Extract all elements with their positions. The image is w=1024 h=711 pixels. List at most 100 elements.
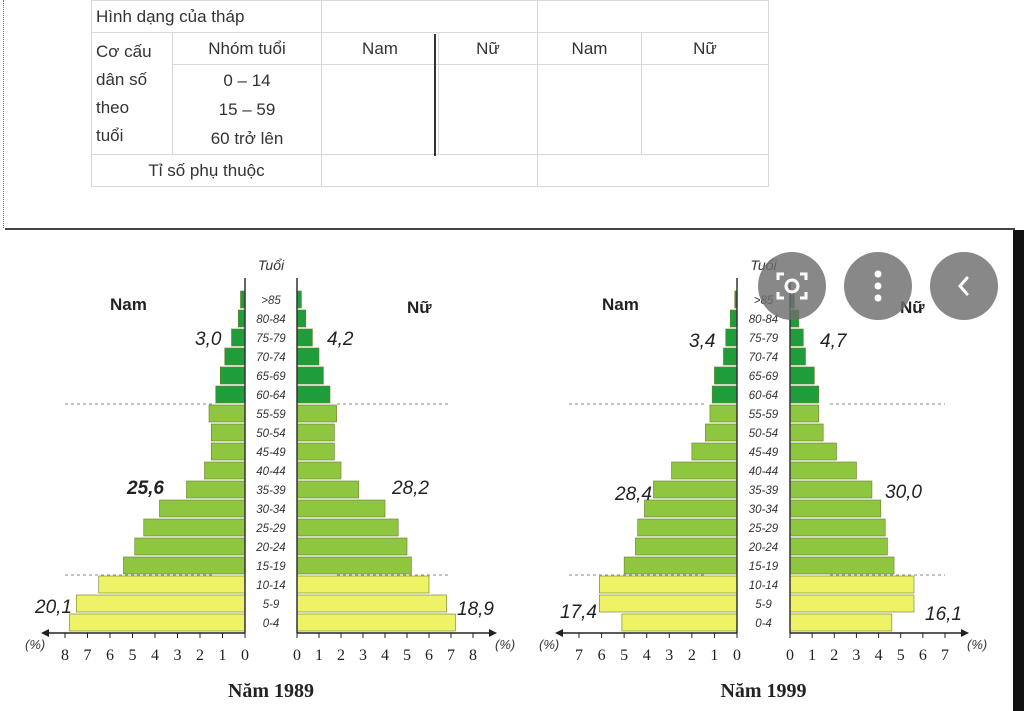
male-bar bbox=[671, 461, 738, 480]
female-bar bbox=[296, 404, 337, 423]
tick-label-right: 6 bbox=[425, 647, 433, 664]
tick-label-right: 2 bbox=[337, 647, 345, 664]
chart-title: Năm 1999 bbox=[720, 680, 806, 702]
male-bar bbox=[653, 480, 738, 499]
structure-label-line: theo bbox=[96, 97, 130, 117]
female-bar bbox=[789, 461, 857, 480]
female-bar bbox=[296, 556, 412, 575]
age-label: 55-59 bbox=[749, 409, 779, 421]
female-bar bbox=[789, 537, 888, 556]
percent-annotation: 28,2 bbox=[391, 478, 429, 499]
tick-label-right: 3 bbox=[359, 647, 367, 664]
age-label: 25-29 bbox=[255, 523, 286, 535]
female-bar bbox=[296, 347, 320, 366]
percent-annotation: 3,0 bbox=[195, 329, 222, 350]
tick-label-right: 1 bbox=[315, 647, 323, 664]
female-bar bbox=[296, 442, 335, 461]
tick-label-right: 5 bbox=[897, 647, 905, 664]
col-male-1999: Nam bbox=[537, 32, 642, 65]
male-bar bbox=[215, 385, 246, 404]
shape-cell-1999[interactable] bbox=[537, 0, 769, 33]
age-groups-cell: 0 – 14 15 – 59 60 trở lên bbox=[172, 64, 322, 155]
female-bar bbox=[789, 366, 815, 385]
shape-cell-1989[interactable] bbox=[321, 0, 538, 33]
age-label: 0-4 bbox=[755, 618, 772, 630]
page-left-border bbox=[3, 0, 4, 228]
male-bar bbox=[210, 423, 246, 442]
male-bar bbox=[123, 556, 246, 575]
percent-annotation: 4,7 bbox=[820, 331, 848, 352]
female-bar bbox=[296, 461, 342, 480]
male-bar bbox=[725, 328, 738, 347]
more-options-button[interactable] bbox=[844, 252, 912, 320]
age-group-label: 60 trở lên bbox=[210, 129, 284, 148]
female-bar bbox=[296, 518, 399, 537]
female-bar bbox=[789, 385, 820, 404]
male-bar bbox=[599, 594, 738, 613]
lens-button[interactable] bbox=[758, 252, 826, 320]
female-bar bbox=[789, 613, 893, 632]
chevron-left-icon bbox=[958, 276, 969, 296]
age-label: 25-29 bbox=[748, 523, 779, 535]
pyramid-chart-panel: 0-4 5-9 10-14 15-19 20-24 25-29 30-34 35-39 40-4… bbox=[5, 228, 1015, 711]
female-bar bbox=[789, 328, 804, 347]
tick-label-left: 1 bbox=[219, 647, 227, 664]
age-label: 5-9 bbox=[755, 599, 772, 611]
female-bar bbox=[296, 499, 386, 518]
age-label: 60-64 bbox=[256, 390, 285, 402]
male-bar bbox=[723, 347, 738, 366]
age-label: 40-44 bbox=[256, 466, 285, 478]
male-bar bbox=[224, 347, 246, 366]
tick-label-right: 6 bbox=[919, 647, 927, 664]
male-bar bbox=[75, 594, 246, 613]
male-bar bbox=[219, 366, 246, 385]
male-bar bbox=[237, 309, 246, 328]
age-label: 45-49 bbox=[749, 447, 779, 459]
percent-annotation: 20,1 bbox=[34, 597, 72, 618]
col-male-1989: Nam bbox=[321, 32, 439, 65]
age-label: 80-84 bbox=[256, 314, 285, 326]
female-bar bbox=[789, 423, 824, 442]
age-label: 15-19 bbox=[749, 561, 779, 573]
male-bar bbox=[729, 309, 738, 328]
male-bar bbox=[635, 537, 738, 556]
structure-label: Cơ cấu dân số theo tuổi bbox=[91, 32, 173, 155]
male-bar bbox=[186, 480, 246, 499]
axis-arrow-left bbox=[555, 629, 563, 637]
female-bar bbox=[789, 575, 915, 594]
male-bar bbox=[637, 518, 738, 537]
age-label: 50-54 bbox=[749, 428, 778, 440]
tick-label-left: 7 bbox=[575, 647, 583, 664]
percent-annotation: 17,4 bbox=[560, 602, 597, 623]
tick-label-right: 7 bbox=[941, 647, 949, 664]
percent-annotation: 16,1 bbox=[925, 604, 962, 625]
age-label: 40-44 bbox=[749, 466, 778, 478]
dependency-cell-1989[interactable] bbox=[321, 154, 538, 187]
tick-label-left: 2 bbox=[688, 647, 696, 664]
age-label: 30-34 bbox=[256, 504, 285, 516]
age-label: 35-39 bbox=[749, 485, 779, 497]
tick-label-left: 3 bbox=[665, 647, 673, 664]
female-bar bbox=[296, 594, 447, 613]
age-label: 35-39 bbox=[256, 485, 286, 497]
female-bar bbox=[789, 404, 820, 423]
lens-icon bbox=[776, 272, 808, 300]
tick-label-right: 4 bbox=[875, 647, 883, 664]
male-1989-cell[interactable] bbox=[321, 64, 439, 155]
male-1999-cell[interactable] bbox=[537, 64, 642, 155]
male-label: Nam bbox=[602, 295, 639, 314]
male-bar bbox=[98, 575, 246, 594]
age-label: 20-24 bbox=[255, 542, 285, 554]
dependency-cell-1999[interactable] bbox=[537, 154, 769, 187]
female-1999-cell[interactable] bbox=[641, 64, 769, 155]
percent-annotation: 28,4 bbox=[614, 484, 652, 505]
back-button[interactable] bbox=[930, 252, 998, 320]
female-bar bbox=[789, 518, 886, 537]
female-1989-cell[interactable] bbox=[438, 64, 538, 155]
age-label: 65-69 bbox=[256, 371, 286, 383]
tick-label-right: 1 bbox=[808, 647, 816, 664]
percent-annotation: 30,0 bbox=[885, 482, 922, 503]
age-group-label: 15 – 59 bbox=[218, 100, 276, 119]
male-bar bbox=[69, 613, 246, 632]
tick-label-left: 5 bbox=[129, 647, 137, 664]
